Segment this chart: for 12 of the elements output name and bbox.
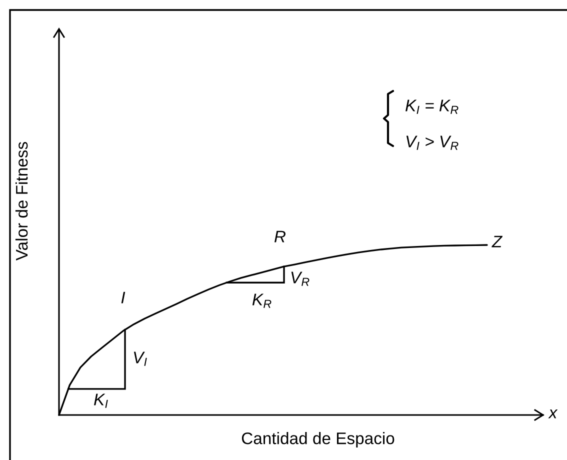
annotation: Z — [492, 236, 503, 248]
annotation: V$_{I}$ — [134, 352, 147, 366]
text: K$_{I}$ = K$_{R}$ — [406, 100, 458, 114]
annotation: K$_{I}$ — [94, 394, 108, 408]
y-axis-title: Valor de Fitness — [15, 142, 28, 261]
text: x — [548, 410, 558, 418]
text: V$_{I}$ > V$_{R}$ — [406, 136, 458, 150]
annotation: I — [121, 292, 126, 304]
text: R — [274, 230, 286, 242]
annotation: V$_{R}$ — [291, 272, 310, 286]
x-axis-title: Cantidad de Espacio — [242, 432, 394, 448]
annotation: K$_{R}$ — [252, 294, 272, 308]
